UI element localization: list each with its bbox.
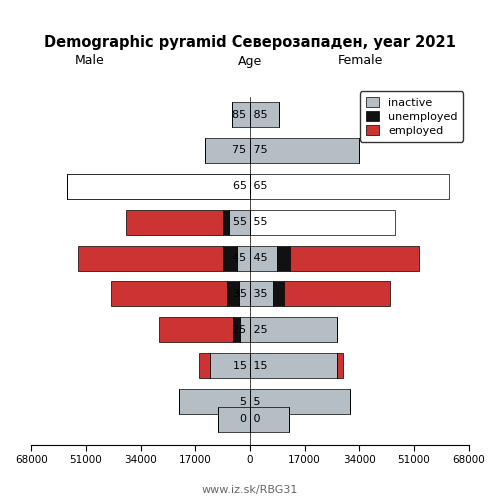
Text: 25: 25 [250,325,268,335]
Text: 15: 15 [232,360,250,370]
Bar [240,317,250,342]
Bar [272,282,284,306]
Text: 0: 0 [250,414,260,424]
Bar [250,210,394,234]
Text: 5: 5 [250,396,260,406]
Bar [222,210,229,234]
Title: Demographic pyramid Северозападен, year 2021: Demographic pyramid Северозападен, year … [44,35,456,50]
Text: 65: 65 [250,182,268,192]
Text: 25: 25 [232,325,250,335]
Text: 75: 75 [232,146,250,156]
Bar [238,282,250,306]
Text: www.iz.sk/RBG31: www.iz.sk/RBG31 [202,485,298,495]
Text: 75: 75 [250,146,268,156]
Bar [229,210,250,234]
Bar [250,282,272,306]
Bar [198,353,210,378]
Bar [160,317,234,342]
Text: 85: 85 [250,110,268,120]
Bar [250,102,279,127]
Bar [210,353,250,378]
Bar [250,407,288,432]
Bar [250,353,337,378]
Bar [250,317,337,342]
Bar [278,246,290,270]
Text: Male: Male [75,54,105,68]
Text: 45: 45 [250,253,268,263]
Bar [226,282,238,306]
Text: 35: 35 [250,289,268,299]
Bar [250,246,278,270]
Bar [111,282,226,306]
Bar [290,246,419,270]
Bar [205,138,250,163]
Text: 5: 5 [240,396,250,406]
Text: 65: 65 [232,182,250,192]
Bar [66,174,250,199]
Bar [126,210,222,234]
Bar [234,317,240,342]
Text: 15: 15 [250,360,268,370]
Text: 55: 55 [232,217,250,227]
Bar [222,246,237,270]
Text: Female: Female [338,54,382,68]
Text: 85: 85 [232,110,250,120]
Bar [250,138,360,163]
Bar [250,389,350,414]
Text: 55: 55 [250,217,268,227]
Text: 35: 35 [232,289,250,299]
Text: 0: 0 [240,414,250,424]
Bar [250,174,450,199]
Legend: inactive, unemployed, employed: inactive, unemployed, employed [360,92,463,142]
Bar [284,282,390,306]
Bar [232,102,250,127]
Text: 45: 45 [232,253,250,263]
Bar [218,407,250,432]
Bar [78,246,223,270]
Text: Age: Age [238,54,262,68]
Bar [237,246,250,270]
Bar [337,353,343,378]
Bar [180,389,250,414]
Bar [66,174,250,199]
